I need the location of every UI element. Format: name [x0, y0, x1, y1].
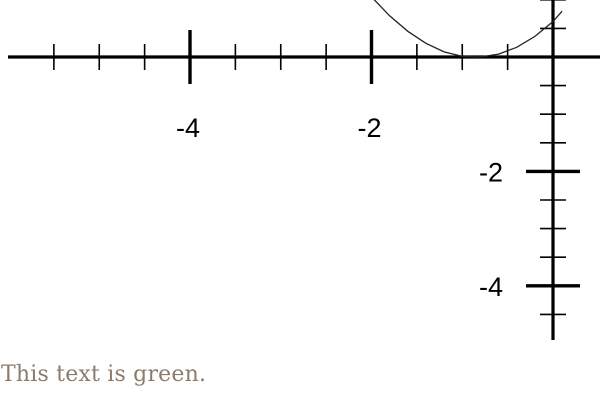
- x-tick-label: -2: [357, 113, 381, 143]
- tick-labels: -4 -2 -2 -4: [176, 113, 503, 302]
- parabola-curve: [373, 0, 563, 58]
- coordinate-plot: -4 -2 -2 -4: [8, 0, 600, 340]
- caption-text: This text is green.: [1, 362, 207, 387]
- axes: [8, 0, 600, 340]
- y-tick-label: -2: [479, 157, 503, 187]
- x-tick-label: -4: [176, 113, 200, 143]
- y-tick-label: -4: [479, 272, 503, 302]
- curve-layer: [373, 0, 563, 58]
